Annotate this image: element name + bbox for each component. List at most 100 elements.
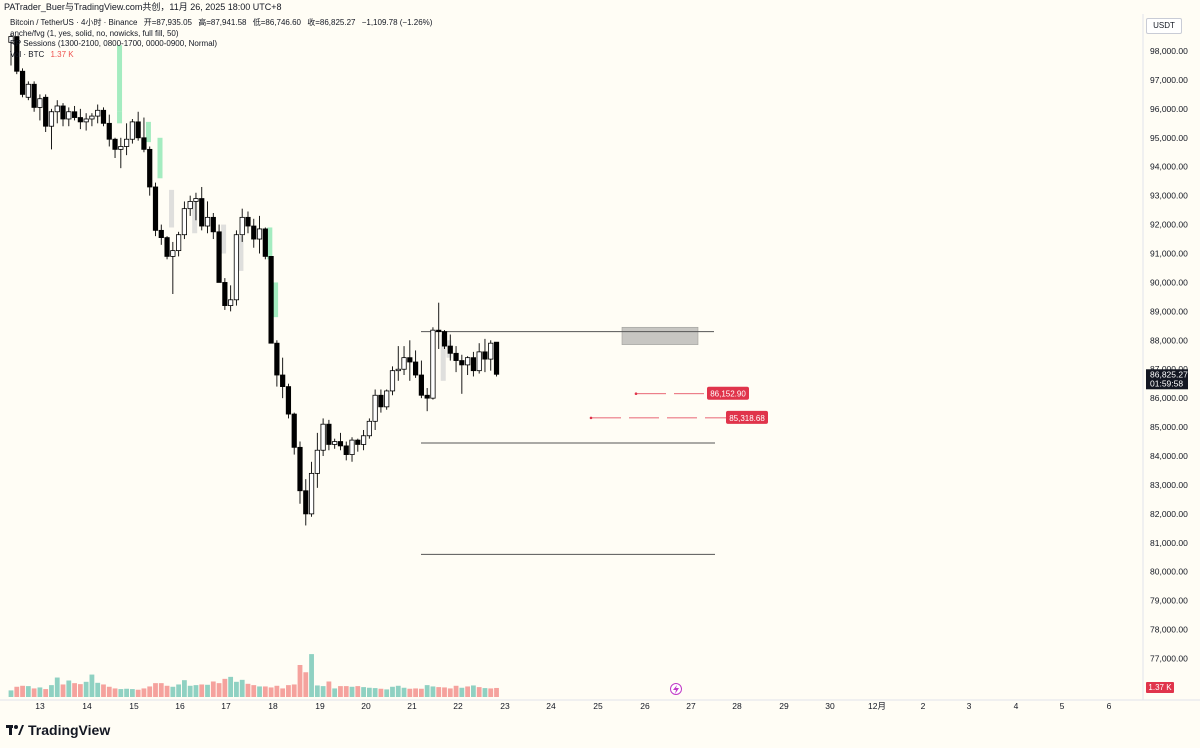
price-tick-label: 87,000.00 [1150,364,1188,374]
candle-body [372,394,378,422]
volume-bar [20,685,25,697]
candle-body [303,490,309,515]
volume-bar [401,687,407,697]
candle-body [66,111,72,120]
time-tick-label: 4 [1014,701,1019,711]
volume-bar [210,681,216,697]
time-tick-label: 30 [825,701,835,711]
volume-bar [251,685,257,697]
volume-bar [384,689,390,697]
legend-indicator-sessions[interactable]: RP Sessions (1300-2100, 0800-1700, 0000-… [10,39,218,48]
candle-body [412,361,419,376]
volume-bar [245,683,251,697]
price-tick-label: 89,000.00 [1150,306,1188,316]
candle-body [95,109,101,117]
volume-bar [361,687,366,697]
time-tick-label: 15 [129,701,139,711]
candle-body [245,216,251,227]
volume-bar [303,672,309,697]
volume-bar [268,687,274,697]
candle-body [389,370,396,392]
candle-body [25,83,31,98]
price-tick-label: 90,000.00 [1150,277,1188,287]
legend-symbol-row[interactable]: Bitcoin / TetherUS · 4小时 · Binance 开=87,… [10,18,432,29]
time-tick-label: 23 [500,701,510,711]
candle-body [181,208,187,236]
price-tick-label: 79,000.00 [1150,596,1188,606]
volume-bar [459,687,465,697]
volume-bar [147,686,153,697]
candle-body [326,423,332,445]
volume-bar [60,684,66,697]
volume-bar [193,685,199,697]
volume-bar [413,688,418,697]
volume-bar [280,688,286,697]
candle-body [384,390,390,408]
volume-bar [309,654,314,697]
volume-bar [37,687,43,697]
legend-indicator-fvg[interactable]: anche/fvg (1, yes, solid, no, nowicks, f… [10,28,179,38]
candle-body [493,341,500,375]
candle-body [54,105,60,113]
header-text: PATrader_Buer与TradingView.com共创，11月 26, … [4,2,282,12]
candle-body [8,36,14,43]
candle-body [199,198,205,227]
price-tick-label: 81,000.00 [1150,538,1188,548]
time-tick-label: 14 [82,701,92,711]
candle-body [204,216,211,227]
candle-body [285,386,292,415]
volume-bar [349,686,355,697]
price-tick-label: 85,000.00 [1150,422,1188,432]
volume-bar [372,688,378,697]
time-tick-label: 25 [593,701,603,711]
candle-body [453,352,459,361]
time-tick-label: 26 [640,701,650,711]
time-tick-label: 22 [453,701,463,711]
volume-bar [153,683,158,697]
volume-bar [141,688,147,697]
volume-bar [395,685,401,697]
time-tick-label: 12月 [868,701,886,711]
price-tick-label: 95,000.00 [1150,133,1188,143]
legend-volume-row[interactable]: Vol · BTC 1.37 K [10,50,432,61]
price-tick-label: 86,000.00 [1150,393,1188,403]
price-tick-label: 83,000.00 [1150,480,1188,490]
currency-button[interactable]: USDT [1146,18,1182,34]
candle-body [48,111,55,127]
candle-body [210,216,216,233]
legend-volume-value: 1.37 K [50,49,74,59]
price-tick-label: 97,000.00 [1150,75,1188,85]
volume-bar [43,689,49,697]
candle-body [228,299,234,306]
volume-bar [355,686,361,697]
candle-body [19,70,26,95]
volume-bar [286,685,291,697]
price-tag-label: 86,152.90 [710,390,746,399]
candle-body [360,435,367,445]
volume-bar [291,684,297,697]
candle-body [430,329,436,399]
volume-bar [274,685,280,697]
candle-body [141,137,147,150]
volume-bar [453,685,459,697]
candle-body [401,357,407,370]
countdown-label: 01:59:58 [1150,378,1183,388]
tradingview-brand[interactable]: TradingView [6,722,110,738]
volume-bar [326,681,332,697]
price-tick-label: 80,000.00 [1150,567,1188,577]
candle-body [436,329,442,333]
volume-bar [378,688,384,697]
fvg-zone [238,236,244,271]
candle-body [268,256,274,344]
candle-body [355,439,361,445]
time-tick-label: 21 [407,701,417,711]
candle-body [37,98,43,108]
candle-body [164,237,170,257]
volume-bar [239,679,245,697]
fvg-zone [169,189,175,228]
candle-body [239,216,245,236]
volume-bar [106,686,112,697]
volume-bar [476,687,482,697]
volume-bar [54,677,60,697]
